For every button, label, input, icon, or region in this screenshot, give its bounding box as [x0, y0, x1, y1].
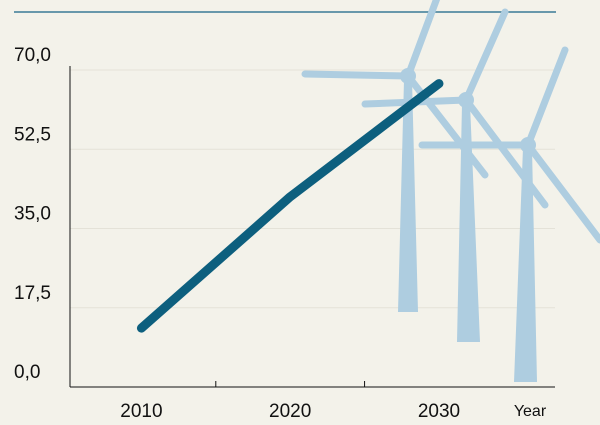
y-tick-label: 52,5 [14, 124, 51, 145]
y-tick-label: 35,0 [14, 204, 51, 225]
wind-turbines [305, 0, 600, 382]
x-tick-label: 2010 [120, 401, 162, 422]
x-tick-label: 2030 [418, 401, 460, 422]
data-line [141, 84, 439, 329]
x-axis-label: Year [514, 403, 547, 420]
y-tick-label: 17,5 [14, 283, 51, 304]
x-tick-label: 2020 [269, 401, 311, 422]
y-tick-label: 0,0 [14, 362, 40, 383]
y-tick-label: 70,0 [14, 45, 51, 66]
chart: Year 0,0 17,5 35,0 52,5 70,0 2010 2020 2030 [0, 0, 600, 425]
